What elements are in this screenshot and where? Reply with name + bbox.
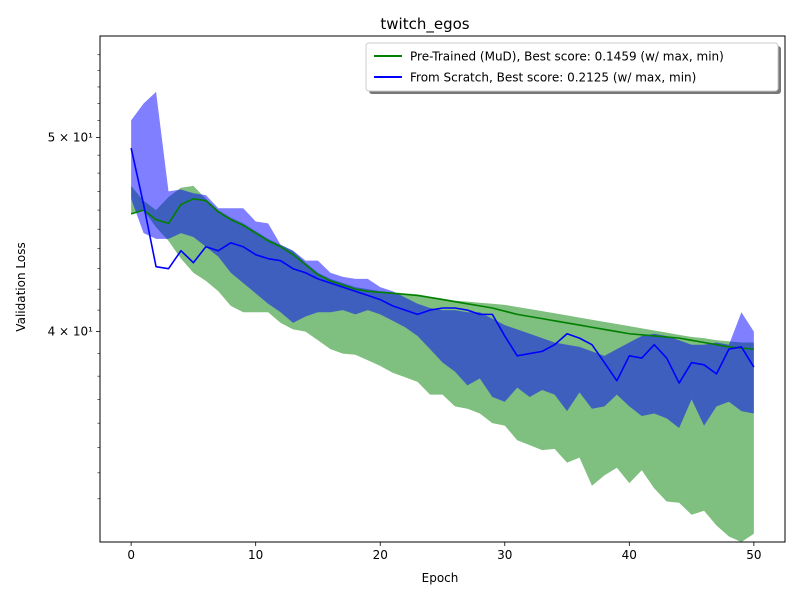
- line-pretrained: [130, 198, 754, 350]
- x-axis-label: Epoch: [422, 571, 459, 585]
- x-tick-label: 50: [746, 548, 761, 562]
- x-axis-ticks: 0 10 20 30 40 50: [127, 542, 762, 562]
- series-bands: [131, 91, 754, 543]
- y-axis-label: Validation Loss: [14, 242, 28, 331]
- chart-title: twitch_egos: [380, 15, 469, 34]
- line-scratch: [130, 147, 755, 384]
- x-tick-label: 0: [127, 548, 135, 562]
- x-tick-label: 30: [497, 548, 512, 562]
- x-tick-label: 10: [248, 548, 263, 562]
- legend-label-scratch: From Scratch, Best score: 0.2125 (w/ max…: [410, 71, 696, 85]
- legend-label-pretrained: Pre-Trained (MuD), Best score: 0.1459 (w…: [410, 50, 724, 64]
- legend: Pre-Trained (MuD), Best score: 0.1459 (w…: [365, 42, 781, 94]
- x-tick-label: 40: [622, 548, 637, 562]
- y-tick-label: 5 × 10¹: [48, 131, 94, 145]
- legend-box: [365, 42, 779, 92]
- series-lines: [130, 147, 755, 384]
- x-tick-label: 20: [373, 548, 388, 562]
- y-tick-label: 4 × 10¹: [48, 325, 94, 339]
- y-axis-ticks: 4 × 10¹ 5 × 10¹: [48, 54, 100, 500]
- band-scratch: [131, 91, 754, 429]
